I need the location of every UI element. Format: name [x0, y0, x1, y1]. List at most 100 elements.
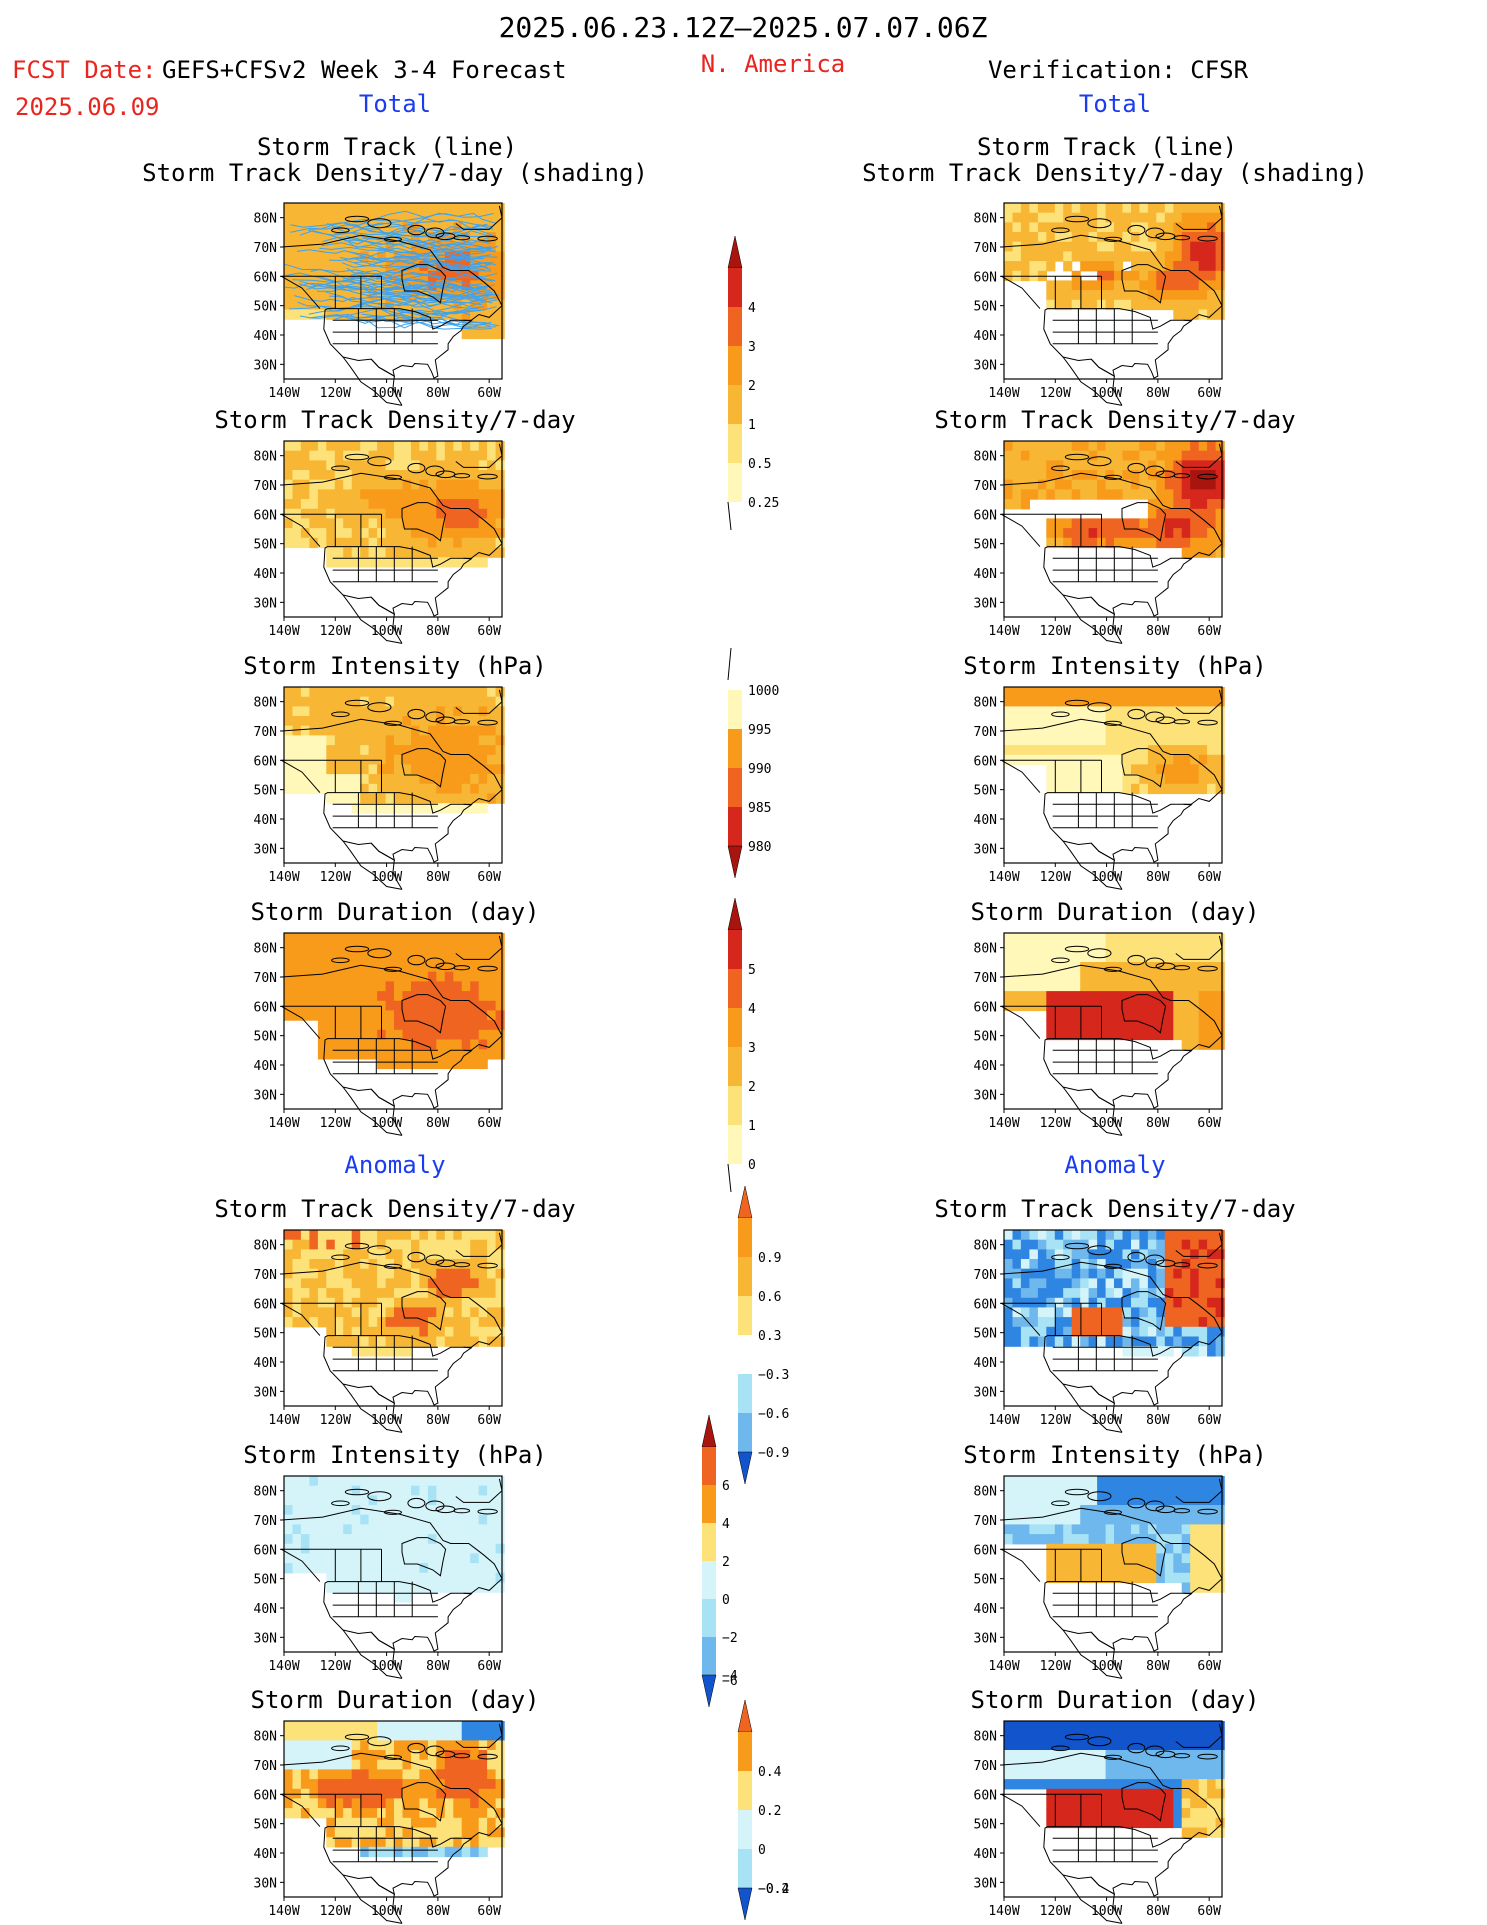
field-cell	[326, 547, 336, 558]
field-cell	[453, 1495, 463, 1506]
field-cell	[309, 745, 319, 756]
field-cell	[1122, 1788, 1132, 1800]
field-cell	[1147, 1759, 1157, 1770]
field-cell	[436, 1307, 446, 1318]
ob-intensity-title: Storm Intensity (hPa)	[963, 652, 1267, 680]
field-cell	[402, 1817, 412, 1829]
field-cell	[453, 754, 463, 766]
field-cell	[1207, 725, 1217, 736]
field-cell	[487, 764, 497, 775]
field-cell	[343, 1750, 353, 1761]
field-cell	[1164, 1514, 1174, 1525]
field-cell	[470, 1524, 480, 1535]
field-cell	[1037, 241, 1047, 252]
field-cell	[1173, 725, 1183, 736]
field-cell	[470, 547, 480, 558]
lon-label: 100W	[1091, 624, 1122, 639]
field-cell	[1029, 971, 1039, 982]
field-cell	[453, 1553, 463, 1564]
field-cell	[1164, 261, 1174, 272]
field-cell	[1071, 1740, 1081, 1751]
field-cell	[470, 309, 480, 320]
field-cell	[1147, 706, 1157, 717]
field-cell	[411, 1268, 421, 1279]
field-cell	[1181, 1788, 1191, 1800]
field-cell	[1029, 1759, 1039, 1770]
field-cell	[351, 962, 361, 973]
field-cell	[309, 1268, 319, 1279]
field-cell	[1181, 1000, 1191, 1012]
field-cell	[453, 270, 463, 282]
field-cell	[377, 1058, 387, 1070]
field-cell	[453, 803, 463, 814]
field-cell	[1207, 1230, 1217, 1241]
mexico-gulf-coast	[1090, 596, 1123, 644]
field-cell	[351, 981, 361, 992]
field-cell	[326, 1524, 336, 1535]
field-cell	[1029, 991, 1039, 1002]
greenland-coast	[1175, 1232, 1223, 1257]
field-cell	[343, 942, 353, 953]
field-cell	[1181, 241, 1191, 252]
field-cell	[411, 1572, 421, 1584]
field-cell	[1147, 735, 1157, 746]
field-cell	[1190, 290, 1200, 301]
field-cell	[461, 754, 471, 766]
field-cell	[385, 1779, 395, 1790]
ob-duration-title: Storm Duration (day)	[970, 898, 1260, 926]
field-cell	[334, 1010, 344, 1021]
field-cell	[1156, 518, 1166, 529]
field-cell	[478, 547, 488, 558]
field-cell	[1080, 241, 1090, 252]
field-cell	[1071, 537, 1081, 549]
field-cell	[1020, 479, 1030, 490]
field-cell	[495, 241, 505, 252]
lon-label: 60W	[1197, 1116, 1221, 1131]
field-cell	[309, 1317, 319, 1328]
lon-label: 140W	[988, 624, 1019, 639]
field-cell	[351, 232, 361, 243]
field-cell	[1164, 1346, 1174, 1357]
field-cell	[1147, 1336, 1157, 1347]
field-cell	[1046, 706, 1056, 717]
field-cell	[1012, 450, 1022, 461]
field-cell	[402, 518, 412, 529]
field-cell	[1131, 1505, 1141, 1516]
field-cell	[402, 479, 412, 490]
field-cell	[334, 1837, 344, 1848]
field-cell	[1198, 547, 1208, 558]
field-cell	[343, 1553, 353, 1564]
field-cell	[1198, 479, 1208, 490]
greenland-coast	[1175, 443, 1223, 468]
arctic-island	[1197, 235, 1218, 242]
field-cell	[1215, 764, 1225, 775]
field-cell	[461, 706, 471, 717]
fa-duration-title: Storm Duration (day)	[250, 1686, 540, 1714]
field-cell	[292, 735, 302, 746]
field-cell	[1156, 933, 1166, 944]
field-cell	[1139, 1020, 1149, 1031]
field-cell	[1088, 1230, 1098, 1241]
field-cell	[411, 518, 421, 529]
field-cell	[1164, 1572, 1174, 1584]
field-cell	[402, 1524, 412, 1535]
field-cell	[1046, 716, 1056, 727]
field-cell	[444, 1846, 454, 1858]
lon-label: 80W	[1146, 624, 1170, 639]
field-cell	[1181, 1288, 1191, 1299]
field-cell	[1004, 499, 1014, 510]
field-cell	[394, 1798, 404, 1809]
field-cell	[1080, 203, 1090, 214]
field-cell	[1215, 745, 1225, 756]
field-cell	[1046, 687, 1056, 698]
field-cell	[1054, 735, 1064, 746]
field-cell	[419, 754, 429, 766]
field-cell	[1105, 774, 1115, 785]
canada-east-coast	[1001, 964, 1223, 1051]
field-cell	[1004, 1476, 1014, 1487]
field-cell	[351, 1288, 361, 1299]
field-cell	[1164, 1534, 1174, 1545]
field-cell	[1046, 962, 1056, 973]
field-cell	[1029, 1249, 1039, 1260]
